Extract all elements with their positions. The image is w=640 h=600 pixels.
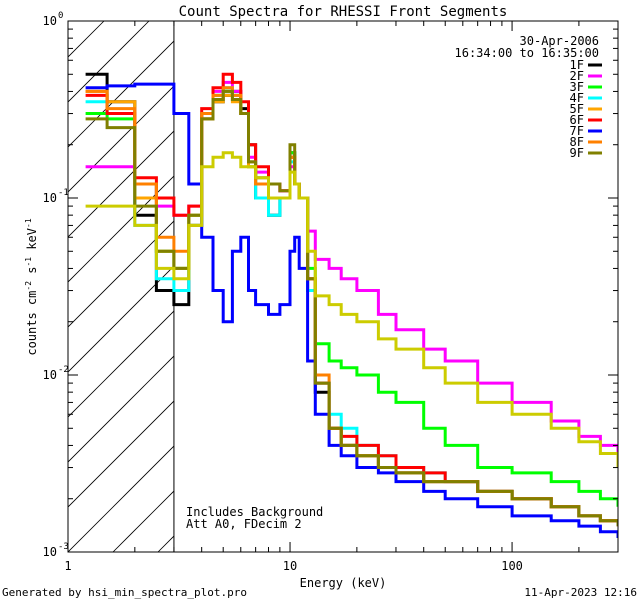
series-line-8F bbox=[85, 86, 618, 527]
hatch-line bbox=[68, 400, 174, 508]
ylabel-part: counts cm bbox=[25, 291, 39, 356]
chart-date: 30-Apr-2006 bbox=[520, 34, 599, 48]
ylabel-part: s bbox=[25, 267, 39, 281]
series-line-6F bbox=[85, 72, 618, 527]
hatch-line bbox=[608, 21, 640, 552]
legend-label-6F: 6F bbox=[570, 113, 584, 127]
y-tick-exponent: -1 bbox=[58, 188, 69, 198]
footer-timestamp: 11-Apr-2023 12:16 bbox=[524, 586, 637, 599]
hatch-line bbox=[112, 490, 174, 552]
series-line-7F bbox=[85, 82, 618, 538]
legend-label-7F: 7F bbox=[570, 124, 584, 138]
legend-label-3F: 3F bbox=[570, 80, 584, 94]
legend-label-9F: 9F bbox=[570, 146, 584, 160]
ylabel-superscript: -2 bbox=[24, 281, 33, 291]
ylabel-part: keV bbox=[25, 228, 39, 257]
x-tick-label: 100 bbox=[501, 559, 523, 573]
annotation-attenuator: Att A0, FDecim 2 bbox=[186, 517, 302, 531]
legend-label-5F: 5F bbox=[570, 102, 584, 116]
y-tick-label: 10 bbox=[43, 14, 57, 28]
y-axis-label: counts cm-2 s-1 keV-1 bbox=[24, 218, 39, 355]
legend-label-4F: 4F bbox=[570, 91, 584, 105]
series-layer bbox=[85, 72, 618, 538]
x-axis-label: Energy (keV) bbox=[300, 576, 387, 590]
series-line-4F bbox=[85, 86, 618, 527]
legend-label-8F: 8F bbox=[570, 135, 584, 149]
x-tick-label: 1 bbox=[64, 559, 71, 573]
series-line-5F bbox=[85, 89, 618, 527]
x-tick-label: 10 bbox=[283, 559, 297, 573]
legend-label-2F: 2F bbox=[570, 69, 584, 83]
legend-label-1F: 1F bbox=[570, 58, 584, 72]
chart-time-range: 16:34:00 to 16:35:00 bbox=[455, 46, 600, 60]
y-tick-label: 10 bbox=[43, 545, 57, 559]
plot-frame bbox=[67, 20, 619, 553]
hatch-line bbox=[68, 220, 174, 328]
chart-title: Count Spectra for RHESSI Front Segments bbox=[179, 4, 508, 20]
hatch-line bbox=[68, 40, 174, 148]
y-tick-exponent: -2 bbox=[58, 365, 69, 375]
hatch-line bbox=[68, 445, 174, 552]
footer-generator: Generated by hsi_min_spectra_plot.pro bbox=[2, 586, 247, 599]
hatch-line bbox=[68, 265, 174, 373]
annotation-background: Includes Background bbox=[186, 505, 323, 519]
hatch-line bbox=[473, 21, 640, 552]
hatch-line bbox=[293, 21, 640, 552]
ylabel-superscript: -1 bbox=[24, 218, 33, 228]
y-tick-exponent: 0 bbox=[58, 11, 63, 21]
hatch-line bbox=[68, 175, 174, 283]
y-tick-label: 10 bbox=[43, 191, 57, 205]
hatch-line bbox=[68, 85, 174, 193]
series-line-1F bbox=[85, 72, 618, 527]
series-line-9F bbox=[85, 89, 618, 527]
y-tick-label: 10 bbox=[43, 368, 57, 382]
ylabel-superscript: -1 bbox=[24, 257, 33, 267]
y-tick-exponent: -3 bbox=[58, 542, 69, 552]
series-line-extra-9 bbox=[85, 151, 618, 468]
